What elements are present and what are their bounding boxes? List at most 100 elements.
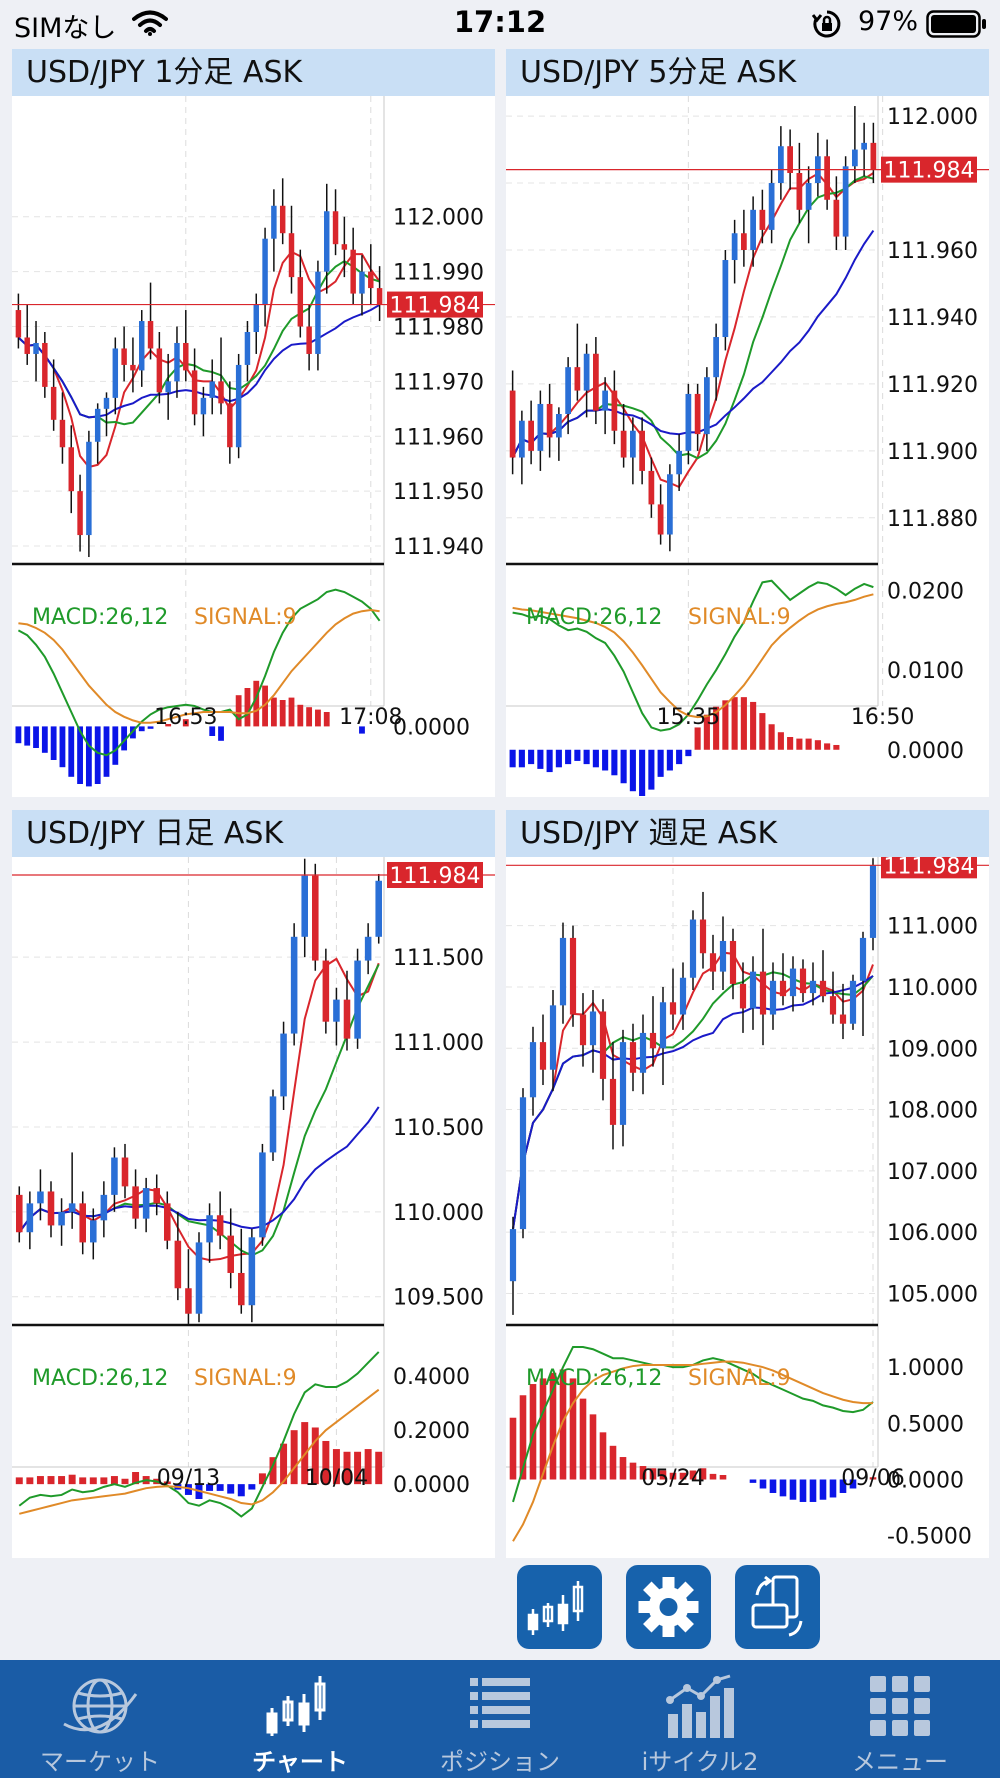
macd-histogram-bar bbox=[279, 700, 286, 727]
macd-histogram-bar bbox=[112, 726, 119, 765]
candle-body bbox=[364, 936, 372, 961]
tab-label: ポジション bbox=[440, 1748, 560, 1776]
macd-histogram-bar bbox=[659, 1470, 667, 1480]
price-tick-label: 111.940 bbox=[887, 306, 978, 331]
signal-legend-label: SIGNAL:9 bbox=[688, 605, 791, 630]
tab-icycle2[interactable]: iサイクル2 bbox=[600, 1660, 800, 1778]
candle-body bbox=[288, 233, 295, 278]
candle-body bbox=[103, 397, 110, 409]
macd-histogram-bar bbox=[740, 697, 747, 750]
candle-body bbox=[195, 1242, 203, 1314]
macd-histogram-bar bbox=[237, 1484, 245, 1497]
macd-histogram-bar bbox=[100, 1477, 108, 1485]
macd-histogram-bar bbox=[703, 714, 710, 750]
candlestick-chart[interactable]: 111.984 112.000 111.990 111.980 111.970 111.9… bbox=[12, 96, 495, 797]
macd-tick-label: 0.0200 bbox=[887, 579, 964, 604]
candle-body bbox=[768, 183, 775, 230]
candle-body bbox=[719, 940, 727, 972]
settings-button[interactable] bbox=[626, 1565, 711, 1649]
price-tick-label: 111.880 bbox=[887, 507, 978, 532]
rotate-layout-button[interactable] bbox=[735, 1565, 820, 1649]
macd-histogram-bar bbox=[669, 1472, 677, 1480]
signal-legend-label: SIGNAL:9 bbox=[688, 1366, 791, 1391]
macd-histogram-bar bbox=[248, 1484, 256, 1490]
candle-body bbox=[769, 980, 777, 1015]
macd-histogram-bar bbox=[750, 701, 757, 750]
tab-market[interactable]: マーケット bbox=[0, 1660, 200, 1778]
price-tick-label: 111.000 bbox=[887, 915, 978, 940]
macd-histogram-bar bbox=[579, 1398, 587, 1480]
candle-body bbox=[799, 968, 807, 994]
signal-line bbox=[512, 593, 874, 719]
chart-panel-weekly[interactable]: USD/JPY 週足 ASK 111.984 111.000 110.000 109.… bbox=[506, 810, 989, 1558]
candle-body bbox=[694, 393, 701, 435]
macd-histogram-bar bbox=[343, 1451, 351, 1485]
macd-histogram-bar bbox=[713, 706, 720, 750]
tab-chart[interactable]: チャート bbox=[200, 1660, 400, 1778]
tab-position[interactable]: ポジション bbox=[400, 1660, 600, 1778]
price-tick-label: 105.000 bbox=[887, 1282, 978, 1307]
ma-long-line bbox=[512, 975, 874, 1230]
candle-body bbox=[216, 1215, 224, 1236]
price-tick-label: 111.900 bbox=[887, 440, 978, 465]
macd-histogram-bar bbox=[620, 749, 627, 784]
candlestick-chart[interactable]: 111.984 112.000 111.960 111.940 111.920 111.9… bbox=[506, 96, 989, 797]
candle-body bbox=[132, 1186, 139, 1219]
candle-body bbox=[704, 377, 710, 435]
price-tick-label: 111.960 bbox=[887, 239, 978, 264]
candle-body bbox=[290, 936, 298, 1034]
macd-histogram-bar bbox=[68, 1474, 76, 1485]
x-tick-label: 10/04 bbox=[305, 1466, 368, 1491]
candle-body bbox=[709, 953, 717, 972]
macd-histogram-bar bbox=[537, 749, 544, 769]
chart-panel-daily[interactable]: USD/JPY 日足 ASK 111.984 111.500 111.000 110.… bbox=[12, 810, 495, 1558]
tab-menu[interactable]: メニュー bbox=[800, 1660, 1000, 1778]
macd-histogram-bar bbox=[227, 1484, 235, 1494]
candle-body bbox=[279, 205, 286, 234]
chart-panel-5min[interactable]: USD/JPY 5分足 ASK 111.984 112.000 111.960 111… bbox=[506, 49, 989, 797]
candle-body bbox=[556, 414, 562, 438]
candlestick-chart[interactable]: 111.984 111.000 110.000 109.000 108.000 107.0… bbox=[506, 857, 989, 1558]
candle-body bbox=[679, 977, 687, 1015]
macd-histogram-bar bbox=[77, 726, 83, 784]
candle-body bbox=[639, 430, 645, 471]
candle-body bbox=[153, 1188, 160, 1204]
macd-histogram-bar bbox=[270, 697, 277, 727]
macd-histogram-bar bbox=[787, 737, 794, 750]
chart-panel-1min[interactable]: USD/JPY 1分足 ASK 111.984 112.000 111.990 111… bbox=[12, 49, 495, 797]
macd-histogram-bar bbox=[15, 1477, 23, 1485]
candle-body bbox=[218, 381, 224, 404]
signal-line bbox=[18, 608, 380, 724]
price-tick-label: 110.000 bbox=[393, 1201, 484, 1226]
candle-body bbox=[68, 1203, 76, 1212]
current-price-label: 111.984 bbox=[884, 159, 975, 184]
chart-type-button[interactable] bbox=[517, 1565, 602, 1649]
macd-histogram-bar bbox=[165, 724, 172, 727]
candle-body bbox=[657, 504, 664, 535]
candle-body bbox=[609, 1078, 617, 1125]
x-tick-label: 09/13 bbox=[157, 1466, 220, 1491]
candlestick-chart[interactable]: 111.984 111.500 111.000 110.500 110.000 109.5… bbox=[12, 857, 495, 1558]
candle-body bbox=[509, 1229, 517, 1282]
candle-body bbox=[579, 1014, 587, 1046]
candle-body bbox=[583, 353, 590, 391]
candle-body bbox=[271, 205, 277, 239]
candle-body bbox=[630, 430, 636, 458]
candle-body bbox=[639, 1032, 647, 1073]
ma-short-line bbox=[511, 172, 874, 489]
candle-body bbox=[50, 386, 57, 420]
macd-histogram-bar bbox=[182, 719, 189, 727]
macd-histogram-bar bbox=[110, 1476, 118, 1485]
candle-body bbox=[559, 937, 567, 1006]
macd-histogram-bar bbox=[833, 744, 840, 750]
macd-histogram-bar bbox=[509, 1417, 517, 1480]
macd-histogram-bar bbox=[619, 1457, 627, 1480]
candle-body bbox=[759, 209, 766, 230]
macd-histogram-bar bbox=[147, 726, 154, 729]
macd-histogram-bar bbox=[789, 1479, 797, 1500]
macd-histogram-bar bbox=[375, 1451, 383, 1485]
candle-body bbox=[269, 1096, 277, 1153]
price-tick-label: 111.920 bbox=[887, 373, 978, 398]
macd-histogram-bar bbox=[89, 1477, 97, 1485]
candle-body bbox=[779, 980, 787, 997]
